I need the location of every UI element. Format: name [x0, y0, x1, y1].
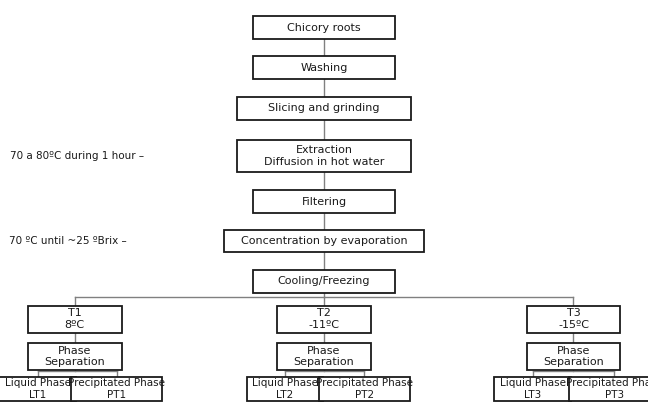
Text: Liquid Phase
LT3: Liquid Phase LT3: [500, 378, 566, 400]
FancyBboxPatch shape: [247, 377, 323, 401]
FancyBboxPatch shape: [0, 377, 76, 401]
FancyBboxPatch shape: [224, 230, 424, 252]
FancyBboxPatch shape: [494, 377, 571, 401]
FancyBboxPatch shape: [237, 140, 411, 172]
Text: Liquid Phase
LT2: Liquid Phase LT2: [252, 378, 318, 400]
Text: Extraction
Diffusion in hot water: Extraction Diffusion in hot water: [264, 145, 384, 167]
FancyBboxPatch shape: [28, 343, 122, 370]
FancyBboxPatch shape: [526, 306, 621, 332]
FancyBboxPatch shape: [253, 190, 395, 213]
Text: Slicing and grinding: Slicing and grinding: [268, 103, 380, 113]
FancyBboxPatch shape: [71, 377, 162, 401]
Text: Cooling/Freezing: Cooling/Freezing: [278, 276, 370, 286]
Text: Chicory roots: Chicory roots: [287, 23, 361, 33]
Text: 70 a 80ºC during 1 hour –: 70 a 80ºC during 1 hour –: [10, 151, 144, 161]
Text: Precipitated Phase
PT2: Precipitated Phase PT2: [316, 378, 413, 400]
Text: Liquid Phase
LT1: Liquid Phase LT1: [5, 378, 71, 400]
FancyBboxPatch shape: [526, 343, 621, 370]
Text: Concentration by evaporation: Concentration by evaporation: [240, 236, 408, 246]
Text: Filtering: Filtering: [301, 197, 347, 206]
FancyBboxPatch shape: [569, 377, 648, 401]
FancyBboxPatch shape: [237, 97, 411, 120]
FancyBboxPatch shape: [277, 343, 371, 370]
Text: Washing: Washing: [300, 63, 348, 73]
Text: Phase
Separation: Phase Separation: [294, 346, 354, 367]
Text: Phase
Separation: Phase Separation: [543, 346, 604, 367]
Text: 70 ºC until ~25 ºBrix –: 70 ºC until ~25 ºBrix –: [8, 236, 126, 246]
FancyBboxPatch shape: [277, 306, 371, 332]
FancyBboxPatch shape: [253, 270, 395, 293]
FancyBboxPatch shape: [253, 16, 395, 39]
Text: T2
-11ºC: T2 -11ºC: [308, 308, 340, 330]
Text: Precipitated Phase
PT1: Precipitated Phase PT1: [68, 378, 165, 400]
FancyBboxPatch shape: [253, 56, 395, 79]
Text: T1
8ºC: T1 8ºC: [64, 308, 85, 330]
Text: T3
-15ºC: T3 -15ºC: [558, 308, 589, 330]
Text: Phase
Separation: Phase Separation: [44, 346, 105, 367]
FancyBboxPatch shape: [319, 377, 410, 401]
Text: Precipitated Phase
PT3: Precipitated Phase PT3: [566, 378, 648, 400]
FancyBboxPatch shape: [28, 306, 122, 332]
